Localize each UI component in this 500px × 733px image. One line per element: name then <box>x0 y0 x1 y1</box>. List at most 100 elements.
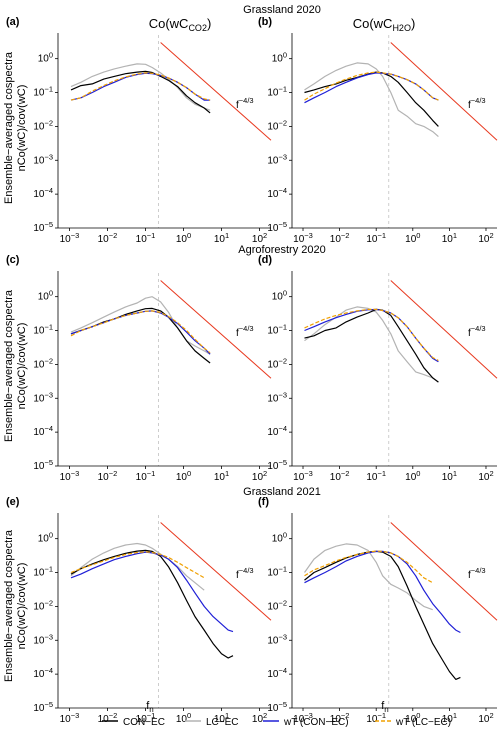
y-tick-label-4-2: 10−2 <box>33 598 53 612</box>
y-tick-label-5-5: 10−5 <box>267 700 287 714</box>
series-1-3 <box>304 71 439 101</box>
y-tick-label-1-4: 10−4 <box>267 186 287 200</box>
y-tick-label-0-1: 10−1 <box>33 85 53 99</box>
y-tick-label-3-0: 100 <box>272 289 287 303</box>
col-title-h2o: Co(wCH2O) <box>353 16 416 33</box>
slope-line-4 <box>160 522 272 621</box>
x-tick-label-0-2: 10−1 <box>136 231 156 245</box>
y-tick-label-3-3: 10−3 <box>267 390 287 404</box>
y-tick-label-2-1: 10−1 <box>33 323 53 337</box>
x-tick-label-1-1: 10−2 <box>330 231 350 245</box>
series-3-2 <box>304 308 439 363</box>
series-3-1 <box>304 306 439 383</box>
x-tick-label-4-3: 100 <box>176 711 191 725</box>
series-2-1 <box>70 296 211 355</box>
x-tick-label-2-4: 101 <box>214 469 229 483</box>
panel-letter-4: (e) <box>6 496 20 508</box>
y-tick-label-5-0: 100 <box>272 531 287 545</box>
y-tick-label-4-0: 100 <box>38 531 53 545</box>
slope-line-0 <box>160 42 272 141</box>
x-tick-label-0-3: 100 <box>176 231 191 245</box>
y-tick-label-5-1: 10−1 <box>267 565 287 579</box>
slope-label-1: f−4/3 <box>468 96 486 111</box>
series-3-0 <box>304 308 439 383</box>
x-tick-label-4-1: 10−2 <box>98 711 118 725</box>
x-tick-label-3-3: 100 <box>405 469 420 483</box>
x-tick-label-0-0: 10−3 <box>60 231 80 245</box>
x-tick-label-3-0: 10−3 <box>293 469 313 483</box>
x-tick-label-1-4: 101 <box>442 231 457 245</box>
series-2-2 <box>70 310 211 355</box>
x-tick-label-4-2: 10−1 <box>136 711 156 725</box>
y-tick-label-1-0: 100 <box>272 51 287 65</box>
x-tick-label-1-2: 10−1 <box>366 231 386 245</box>
ylabel-row1-line2: nCo(wC)/cov(wC) <box>16 85 28 172</box>
y-tick-label-0-5: 10−5 <box>33 220 53 234</box>
x-tick-label-1-3: 100 <box>405 231 420 245</box>
x-tick-label-5-2: 10−1 <box>366 711 386 725</box>
panel-letter-1: (b) <box>258 16 272 28</box>
x-tick-label-5-1: 10−2 <box>330 711 350 725</box>
y-tick-label-0-2: 10−2 <box>33 118 53 132</box>
series-5-2 <box>304 550 461 634</box>
y-tick-label-5-3: 10−3 <box>267 632 287 646</box>
y-tick-label-0-4: 10−4 <box>33 186 53 200</box>
slope-label-4: f−4/3 <box>236 566 254 581</box>
text-layer: 10−3 10−2 10−1 100 101 102 100 10−1 10−2 10−3 10−4… <box>6 16 494 725</box>
y-tick-label-2-2: 10−2 <box>33 356 53 370</box>
x-tick-label-1-0: 10−3 <box>293 231 313 245</box>
panel-letter-0: (a) <box>6 16 20 28</box>
y-tick-label-2-4: 10−4 <box>33 424 53 438</box>
y-tick-label-1-1: 10−1 <box>267 85 287 99</box>
axes-layer <box>55 33 498 711</box>
y-tick-label-4-4: 10−4 <box>33 666 53 680</box>
y-tick-label-1-3: 10−3 <box>267 152 287 166</box>
series-0-3 <box>70 72 211 101</box>
series-5-0 <box>304 550 461 680</box>
slope-label-5: f−4/3 <box>468 566 486 581</box>
legend-label-1: LC−EC <box>206 717 239 728</box>
ylabel-row2-line2: nCo(wC)/cov(wC) <box>16 323 28 410</box>
series-5-1 <box>304 543 433 611</box>
xlabel-left: fn <box>146 700 154 714</box>
series-0-2 <box>70 72 211 101</box>
y-tick-label-5-2: 10−2 <box>267 598 287 612</box>
y-tick-label-3-1: 10−1 <box>267 323 287 337</box>
y-tick-label-2-5: 10−5 <box>33 458 53 472</box>
y-tick-label-0-3: 10−3 <box>33 152 53 166</box>
ylabel-row3-line2: nCo(wC)/cov(wC) <box>16 563 28 650</box>
slope-label-2: f−4/3 <box>236 324 254 339</box>
panel-letter-2: (c) <box>6 254 20 266</box>
x-tick-label-5-3: 100 <box>405 711 420 725</box>
x-tick-label-3-5: 102 <box>478 469 493 483</box>
x-tick-label-3-1: 10−2 <box>330 469 350 483</box>
x-tick-label-0-5: 102 <box>252 231 267 245</box>
x-tick-label-5-5: 102 <box>478 711 493 725</box>
series-3-3 <box>304 308 439 362</box>
y-tick-label-3-5: 10−5 <box>267 458 287 472</box>
slope-label-0: f−4/3 <box>236 96 254 111</box>
series-1-0 <box>304 71 439 127</box>
y-tick-label-4-3: 10−3 <box>33 632 53 646</box>
slope-line-2 <box>160 280 272 379</box>
x-tick-label-3-2: 10−1 <box>366 469 386 483</box>
series-layer <box>70 62 461 680</box>
panel-letter-5: (f) <box>258 496 269 508</box>
slope-label-3: f−4/3 <box>468 324 486 339</box>
series-4-1 <box>70 542 205 591</box>
ylabel-row3-line1: Ensemble−averaged cospectra <box>3 529 15 682</box>
series-0-1 <box>70 63 211 111</box>
x-tick-label-2-3: 100 <box>176 469 191 483</box>
legend-label-3: wT (LC−EC) <box>395 717 451 728</box>
x-tick-label-2-5: 102 <box>252 469 267 483</box>
slope-line-1 <box>390 42 498 141</box>
x-tick-label-5-4: 101 <box>442 711 457 725</box>
series-4-0 <box>70 549 234 659</box>
x-tick-label-0-4: 101 <box>214 231 229 245</box>
row-title-1: Grassland 2020 <box>243 4 321 16</box>
x-tick-label-0-1: 10−2 <box>98 231 118 245</box>
y-tick-label-3-2: 10−2 <box>267 356 287 370</box>
x-tick-label-5-0: 10−3 <box>293 711 313 725</box>
y-tick-label-2-3: 10−3 <box>33 390 53 404</box>
